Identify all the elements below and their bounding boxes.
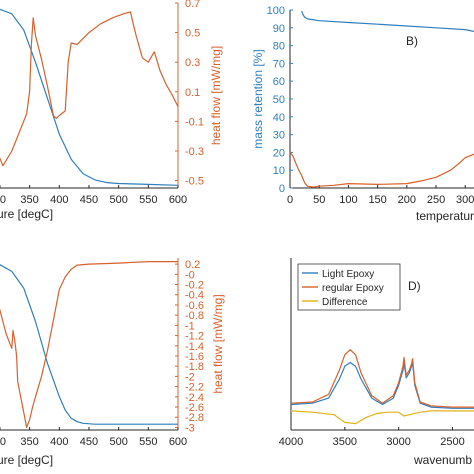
- y-tick-label: 10: [273, 165, 285, 177]
- y-tick-label: 100: [267, 5, 285, 17]
- y2-tick-label: -1.2: [185, 331, 204, 343]
- y2-tick-label: -0.5: [185, 176, 204, 188]
- y2-tick-label: -1.6: [185, 351, 204, 363]
- x-axis-label: temperature: [416, 209, 474, 223]
- x-tick-label: 4000: [279, 436, 303, 448]
- x-tick-label: 100: [339, 194, 357, 206]
- x-tick-label: 500: [109, 194, 127, 206]
- y2-axis-label: heat flow [mW/mg]: [209, 46, 223, 145]
- y2-tick-label: 0.3: [185, 57, 200, 69]
- x-tick-label: 00: [0, 194, 6, 206]
- y2-tick-label: 0.5: [185, 28, 200, 40]
- y-tick-label: 20: [273, 147, 285, 159]
- heat-flow-curve: [0, 11, 179, 167]
- x-tick-label: 450: [80, 194, 98, 206]
- x-tick-label: 3000: [386, 436, 410, 448]
- y2-tick-label: -0.8: [185, 310, 204, 322]
- y2-tick-label: -1: [185, 320, 195, 332]
- panel-d: 4000 3500 3000 2500 wavenumb D) Light Epoxy reg…: [279, 258, 474, 467]
- y-tick-label: 30: [273, 130, 285, 142]
- y2-tick-label: -2.2: [185, 382, 204, 394]
- x-tick-label: 600: [169, 436, 187, 448]
- x-tick-label: 400: [50, 194, 68, 206]
- y2-tick-label: 0.1: [185, 87, 200, 99]
- y-tick-label: 60: [273, 76, 285, 88]
- x-tick-label: 350: [20, 436, 38, 448]
- x-tick-label: 350: [20, 194, 38, 206]
- spectrum-light-epoxy: [290, 361, 474, 409]
- y-tick-label: 50: [273, 94, 285, 106]
- legend: Light Epoxy regular Epoxy Difference: [297, 263, 401, 311]
- x-tick-label: 550: [139, 194, 157, 206]
- x-tick-label: 500: [109, 436, 127, 448]
- y2-tick-label: -0.4: [185, 290, 204, 302]
- x-axis-label: wavenumb: [413, 453, 472, 467]
- y2-tick-label: -0.2: [185, 280, 204, 292]
- y2-tick-label: -1.8: [185, 361, 204, 373]
- heat-flow-curve: [0, 261, 178, 428]
- y-tick-label: 0: [279, 183, 285, 195]
- spectrum-difference: [290, 410, 474, 425]
- legend-entry: regular Epoxy: [322, 283, 384, 294]
- x-tick-label: 450: [80, 436, 98, 448]
- y2-tick-label: 0.2: [185, 259, 200, 271]
- y2-tick-label: -2.4: [185, 392, 204, 404]
- x-axis-label: ure [degC]: [0, 207, 53, 221]
- y2-tick-label: 0.7: [185, 0, 200, 10]
- y2-tick-label: -0.6: [185, 300, 204, 312]
- y-tick-label: 80: [273, 41, 285, 53]
- y-tick-label: 70: [273, 58, 285, 70]
- y-axis-label: mass retention [%]: [251, 49, 265, 148]
- y-tick-label: 40: [273, 112, 285, 124]
- y2-tick-label: -0: [185, 269, 195, 281]
- heat-flow-curve: [289, 152, 474, 188]
- x-tick-label: 600: [169, 194, 187, 206]
- x-axis-label: ure [degC]: [0, 453, 53, 467]
- mass-curve: [0, 264, 178, 425]
- y2-axis-label: heat flow [mW/mg]: [211, 294, 225, 393]
- panel-c: 00 350 400 450 500 550 600 0.2-0-0.2-0.4-0.6-0.…: [0, 258, 225, 467]
- x-tick-label: 400: [50, 436, 68, 448]
- y2-tick-label: -0.3: [185, 146, 204, 158]
- x-tick-label: 50: [313, 194, 325, 206]
- y2-tick-label: -2.6: [185, 402, 204, 414]
- y2-tick-label: -2.8: [185, 412, 204, 424]
- x-tick-label: 550: [139, 436, 157, 448]
- x-tick-label: 250: [427, 194, 445, 206]
- x-tick-label: 150: [368, 194, 386, 206]
- x-tick-label: 300: [456, 194, 474, 206]
- y-tick-label: 90: [273, 23, 285, 35]
- x-tick-label: 00: [0, 436, 6, 448]
- spectrum-regular-epoxy: [290, 349, 474, 408]
- x-tick-label: 3500: [333, 436, 357, 448]
- y2-tick-label: -0.1: [185, 116, 204, 128]
- y2-tick-label: -1.4: [185, 341, 204, 353]
- panel-a: 00 350 400 450 500 550 600 0.7 0.5 0.3 0.1 -0.1 -0.3…: [0, 0, 223, 221]
- y2-tick-label: -2: [185, 371, 195, 383]
- legend-entry: Light Epoxy: [322, 269, 374, 280]
- legend-entry: Difference: [322, 297, 368, 308]
- mass-curve: [0, 8, 179, 186]
- x-tick-label: 2500: [440, 436, 464, 448]
- x-tick-label: 200: [398, 194, 416, 206]
- panel-label: D): [408, 279, 421, 293]
- panel-label: B): [406, 34, 418, 48]
- mass-retention-curve: [301, 10, 474, 32]
- x-tick-label: 0: [287, 194, 293, 206]
- y2-tick-label: -3: [185, 422, 195, 434]
